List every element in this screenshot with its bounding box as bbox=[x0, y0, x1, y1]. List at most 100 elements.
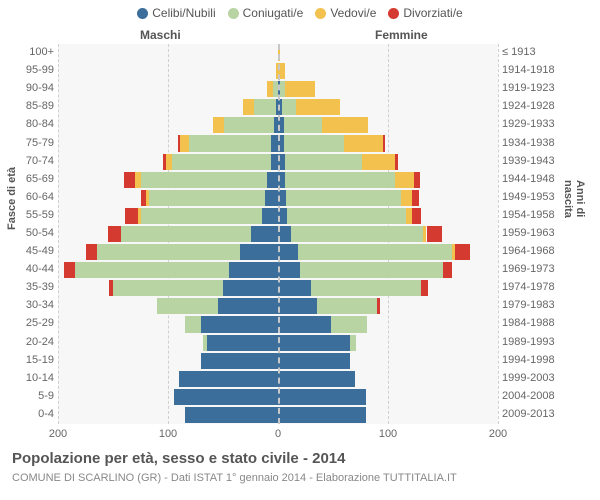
bar-female-g bbox=[285, 172, 395, 188]
bar-female-g bbox=[331, 316, 367, 332]
bar-female-v bbox=[362, 154, 395, 170]
age-label: 35-39 bbox=[0, 281, 54, 293]
bar-female-v bbox=[395, 172, 415, 188]
x-tick-label: 200 bbox=[489, 428, 507, 440]
bar-male-g bbox=[224, 117, 274, 133]
bar-male-c bbox=[185, 407, 279, 423]
birth-year-label: 1919-1923 bbox=[502, 82, 572, 94]
bar-male-v bbox=[213, 117, 224, 133]
age-label: 65-69 bbox=[0, 173, 54, 185]
birth-year-label: 1954-1958 bbox=[502, 209, 572, 221]
age-label: 15-19 bbox=[0, 354, 54, 366]
bar-female-g bbox=[300, 262, 443, 278]
legend: Celibi/Nubili Coniugati/e Vedovi/e Divorzia… bbox=[0, 6, 600, 22]
bar-male-g bbox=[141, 172, 268, 188]
bar-female-c bbox=[278, 389, 366, 405]
bar-female-v bbox=[322, 117, 368, 133]
bar-male-g bbox=[75, 262, 229, 278]
bar-male-g bbox=[157, 298, 218, 314]
bar-female-d bbox=[427, 226, 442, 242]
birth-year-label: 1949-1953 bbox=[502, 191, 572, 203]
legend-swatch bbox=[388, 8, 399, 19]
legend-label: Celibi/Nubili bbox=[152, 6, 215, 20]
age-label: 90-94 bbox=[0, 82, 54, 94]
bar-female-v bbox=[344, 135, 383, 151]
x-tick-label: 100 bbox=[379, 428, 397, 440]
birth-year-label: 1979-1983 bbox=[502, 299, 572, 311]
legend-label: Coniugati/e bbox=[243, 6, 304, 20]
birth-year-label: 1934-1938 bbox=[502, 137, 572, 149]
bar-male-v bbox=[135, 172, 141, 188]
bar-female-c bbox=[278, 280, 311, 296]
age-label: 75-79 bbox=[0, 137, 54, 149]
bar-male-c bbox=[240, 244, 279, 260]
legend-item-vedovi: Vedovi/e bbox=[315, 6, 376, 20]
bar-male-c bbox=[267, 172, 278, 188]
bar-female-c bbox=[278, 335, 350, 351]
age-label: 25-29 bbox=[0, 317, 54, 329]
bar-female-c bbox=[278, 371, 355, 387]
bar-male-d bbox=[178, 135, 180, 151]
bar-male-c bbox=[265, 190, 278, 206]
bar-female-g bbox=[298, 244, 452, 260]
bar-male-g bbox=[172, 154, 271, 170]
bar-male-c bbox=[174, 389, 279, 405]
chart-title: Popolazione per età, sesso e stato civil… bbox=[12, 450, 345, 467]
bar-female-v bbox=[285, 81, 316, 97]
birth-year-label: 1989-1993 bbox=[502, 336, 572, 348]
legend-label: Vedovi/e bbox=[330, 6, 376, 20]
bar-female-v bbox=[406, 208, 413, 224]
gridline bbox=[498, 44, 499, 424]
bar-male-g bbox=[203, 335, 206, 351]
bar-female-g bbox=[311, 280, 421, 296]
bar-female-d bbox=[383, 135, 385, 151]
birth-year-label: 1929-1933 bbox=[502, 118, 572, 130]
birth-year-label: 1974-1978 bbox=[502, 281, 572, 293]
bar-male-c bbox=[201, 353, 278, 369]
bar-male-v bbox=[243, 99, 254, 115]
bar-female-d bbox=[395, 154, 398, 170]
bar-male-c bbox=[201, 316, 278, 332]
legend-item-divorziati: Divorziati/e bbox=[388, 6, 462, 20]
bar-female-g bbox=[284, 117, 323, 133]
age-label: 70-74 bbox=[0, 155, 54, 167]
bar-female-g bbox=[285, 154, 362, 170]
bar-male-v bbox=[267, 81, 273, 97]
bar-male-d bbox=[86, 244, 97, 260]
bar-female-g bbox=[287, 208, 406, 224]
birth-year-label: 1994-1998 bbox=[502, 354, 572, 366]
birth-year-label: 1924-1928 bbox=[502, 100, 572, 112]
age-label: 55-59 bbox=[0, 209, 54, 221]
birth-year-label: 1969-1973 bbox=[502, 263, 572, 275]
bar-female-g bbox=[291, 226, 423, 242]
age-label: 5-9 bbox=[0, 390, 54, 402]
bar-male-c bbox=[271, 135, 278, 151]
bar-male-v bbox=[146, 190, 149, 206]
bar-male-g bbox=[97, 244, 240, 260]
age-label: 60-64 bbox=[0, 191, 54, 203]
bar-male-d bbox=[64, 262, 75, 278]
header-male: Maschi bbox=[140, 28, 181, 42]
bar-female-g bbox=[317, 298, 378, 314]
bar-female-d bbox=[443, 262, 452, 278]
bar-male-g bbox=[113, 280, 223, 296]
birth-year-label: 1964-1968 bbox=[502, 245, 572, 257]
bar-female-v bbox=[296, 99, 340, 115]
x-tick-label: 0 bbox=[275, 428, 281, 440]
bar-male-c bbox=[207, 335, 279, 351]
bar-female-d bbox=[414, 172, 420, 188]
bar-male-c bbox=[179, 371, 278, 387]
bar-male-c bbox=[229, 262, 279, 278]
bar-female-c bbox=[278, 262, 300, 278]
bar-female-d bbox=[455, 244, 470, 260]
bar-female-g bbox=[284, 135, 345, 151]
birth-year-label: 2009-2013 bbox=[502, 408, 572, 420]
bar-male-g bbox=[149, 190, 265, 206]
center-gridline bbox=[278, 44, 280, 424]
bar-female-d bbox=[421, 280, 428, 296]
bar-female-c bbox=[278, 407, 366, 423]
bar-male-v bbox=[166, 154, 173, 170]
bar-male-v bbox=[180, 135, 189, 151]
bar-female-d bbox=[412, 190, 419, 206]
bar-male-d bbox=[141, 190, 147, 206]
